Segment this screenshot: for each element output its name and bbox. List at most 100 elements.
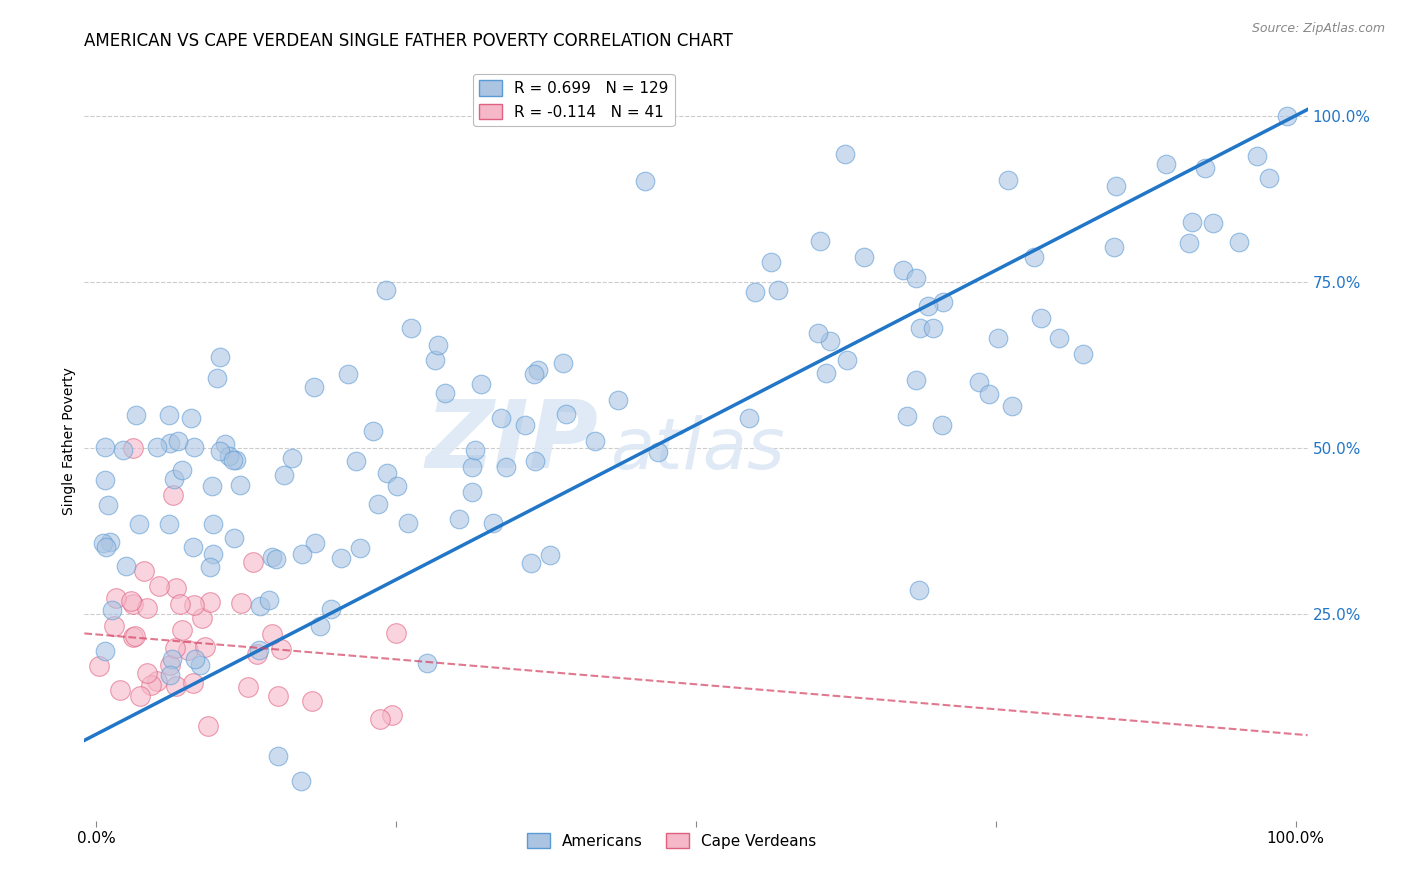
Point <box>101 603 124 617</box>
Point <box>381 708 404 723</box>
Point <box>120 594 142 608</box>
Point <box>513 418 536 433</box>
Point <box>807 326 830 341</box>
Point <box>302 379 325 393</box>
Point <box>159 668 181 682</box>
Point <box>183 440 205 454</box>
Point <box>349 541 371 555</box>
Point <box>1181 215 1204 229</box>
Point <box>201 478 224 492</box>
Text: atlas: atlas <box>610 415 785 483</box>
Point <box>87 659 110 673</box>
Point <box>94 540 117 554</box>
Point <box>267 749 290 764</box>
Point <box>103 618 125 632</box>
Point <box>396 516 419 530</box>
Point <box>309 619 332 633</box>
Point <box>744 285 766 299</box>
Point <box>337 368 360 382</box>
Point <box>176 643 198 657</box>
Point <box>197 719 219 733</box>
Point <box>291 547 314 561</box>
Point <box>495 460 517 475</box>
Point <box>132 564 155 578</box>
Point <box>190 657 212 672</box>
Point <box>236 680 259 694</box>
Point <box>281 450 304 465</box>
Point <box>162 652 184 666</box>
Point <box>1073 347 1095 361</box>
Point <box>1047 331 1070 345</box>
Point <box>94 440 117 454</box>
Text: ZIP: ZIP <box>425 395 598 488</box>
Point <box>249 642 271 657</box>
Point <box>170 623 193 637</box>
Point <box>1156 157 1178 171</box>
Text: Source: ZipAtlas.com: Source: ZipAtlas.com <box>1251 22 1385 36</box>
Point <box>190 611 212 625</box>
Point <box>1102 240 1125 254</box>
Point <box>385 626 408 640</box>
Point <box>98 534 121 549</box>
Point <box>225 452 247 467</box>
Point <box>157 517 180 532</box>
Point <box>198 595 221 609</box>
Point <box>262 626 284 640</box>
Point <box>375 466 398 480</box>
Point <box>1202 216 1225 230</box>
Point <box>228 478 250 492</box>
Point <box>125 409 148 423</box>
Point <box>738 411 761 425</box>
Point <box>270 641 292 656</box>
Point <box>1246 148 1268 162</box>
Point <box>647 445 669 459</box>
Point <box>768 283 790 297</box>
Point <box>1227 235 1250 250</box>
Point <box>115 559 138 574</box>
Point <box>163 640 186 655</box>
Point <box>1105 178 1128 193</box>
Point <box>449 512 471 526</box>
Point <box>304 536 326 550</box>
Point <box>246 647 269 661</box>
Point <box>330 551 353 566</box>
Point <box>262 550 284 565</box>
Point <box>482 516 505 531</box>
Point <box>135 666 157 681</box>
Y-axis label: Single Father Poverty: Single Father Poverty <box>62 368 76 516</box>
Point <box>224 531 246 545</box>
Point <box>524 454 547 468</box>
Point <box>139 678 162 692</box>
Point <box>124 629 146 643</box>
Point <box>583 434 606 448</box>
Point <box>162 488 184 502</box>
Point <box>128 516 150 531</box>
Point <box>423 353 446 368</box>
Point <box>301 694 323 708</box>
Point <box>910 320 932 334</box>
Point <box>461 460 484 475</box>
Point <box>136 601 159 615</box>
Point <box>932 294 955 309</box>
Point <box>416 656 439 670</box>
Point <box>205 370 228 384</box>
Point <box>344 454 367 468</box>
Point <box>460 485 482 500</box>
Point <box>209 443 232 458</box>
Point <box>202 547 225 561</box>
Legend: Americans, Cape Verdeans: Americans, Cape Verdeans <box>520 827 823 855</box>
Point <box>111 442 134 457</box>
Point <box>319 602 342 616</box>
Point <box>997 173 1019 187</box>
Point <box>526 363 548 377</box>
Point <box>367 497 389 511</box>
Point <box>167 434 190 449</box>
Point <box>97 499 120 513</box>
Point <box>607 392 630 407</box>
Point <box>1178 235 1201 250</box>
Point <box>146 440 169 454</box>
Point <box>148 579 170 593</box>
Point <box>433 386 456 401</box>
Point <box>896 409 918 423</box>
Point <box>470 376 492 391</box>
